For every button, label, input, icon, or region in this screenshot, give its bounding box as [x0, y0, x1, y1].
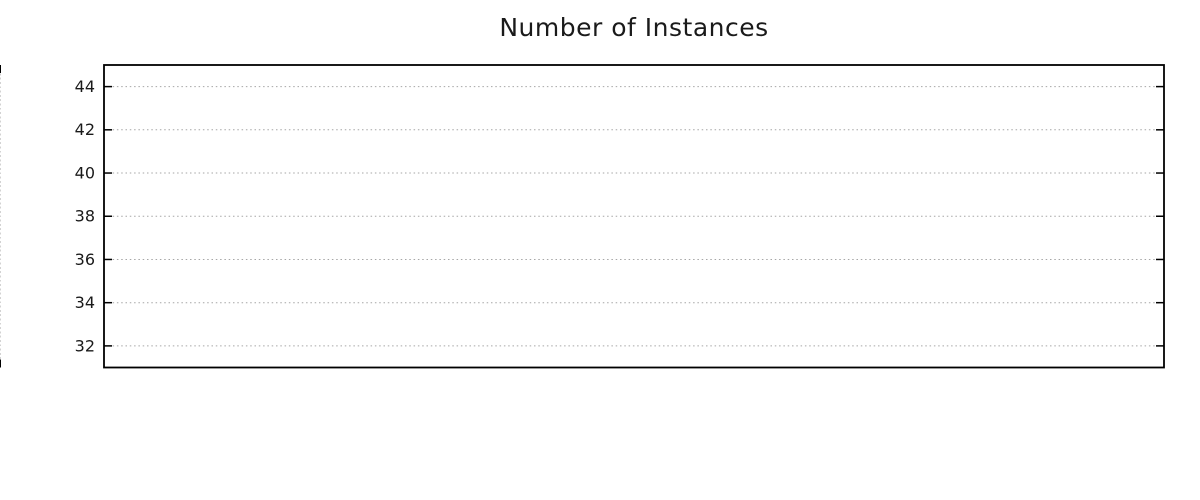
y-tick-label: 34: [75, 293, 95, 312]
y-tick-label: 40: [75, 163, 95, 182]
y-tick-label: 36: [75, 250, 95, 269]
y-tick-label: 44: [75, 77, 95, 96]
y-tick-label: 38: [75, 207, 95, 226]
chart-title: Number of Instances: [499, 13, 769, 42]
y-tick-label: 42: [75, 120, 95, 139]
y-tick-label: 32: [75, 336, 95, 355]
